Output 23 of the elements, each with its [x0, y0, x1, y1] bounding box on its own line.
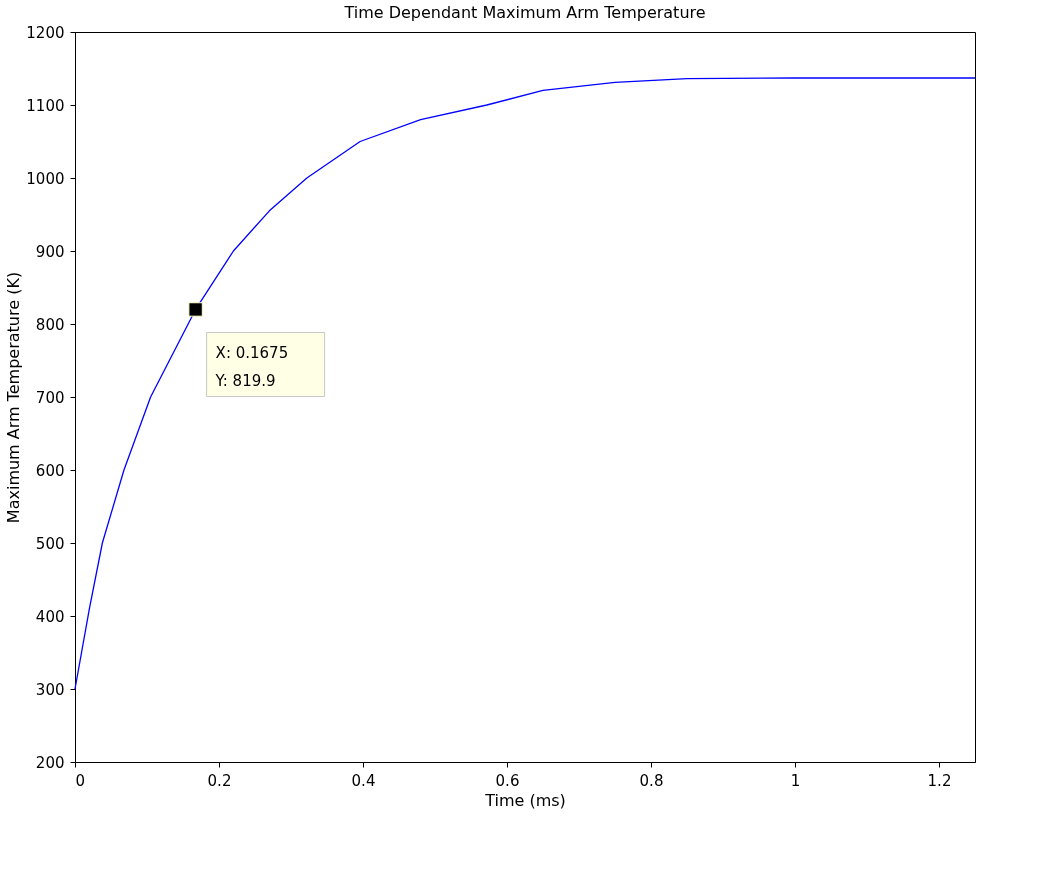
annotation: X: 0.1675 Y: 819.9: [214, 344, 289, 391]
x-axis-title: Time (ms): [484, 790, 566, 810]
y-tick-label: 800: [35, 315, 65, 334]
y-axis-title: Maximum Arm Temperature (K): [4, 271, 24, 524]
x-tick-label: 1.2: [927, 771, 952, 790]
chart-title: Time Dependant Maximum Arm Temperature: [343, 3, 706, 22]
x-tick-label: 0: [75, 771, 86, 790]
y-tick-label: 600: [35, 461, 65, 480]
line-series: [74, 77, 976, 690]
y-tick-label: 1000: [26, 169, 65, 188]
x-tick-label: 0.8: [639, 771, 664, 790]
y-tick-label: 900: [35, 242, 65, 261]
y-tick-label: 400: [35, 607, 65, 626]
y-tick-label: 700: [35, 388, 65, 407]
x-tick-label: 0.6: [495, 771, 520, 790]
x-tick-label: 0.2: [207, 771, 232, 790]
y-tick-label: 200: [35, 753, 65, 772]
y-tick-label: 1200: [26, 23, 65, 42]
y-tick-label: 300: [35, 680, 65, 699]
x-tick-label: 0.4: [351, 771, 376, 790]
y-tick-label: 1100: [26, 96, 65, 115]
y-tick-label: 500: [35, 534, 65, 553]
x-tick-label: 1: [790, 771, 801, 790]
